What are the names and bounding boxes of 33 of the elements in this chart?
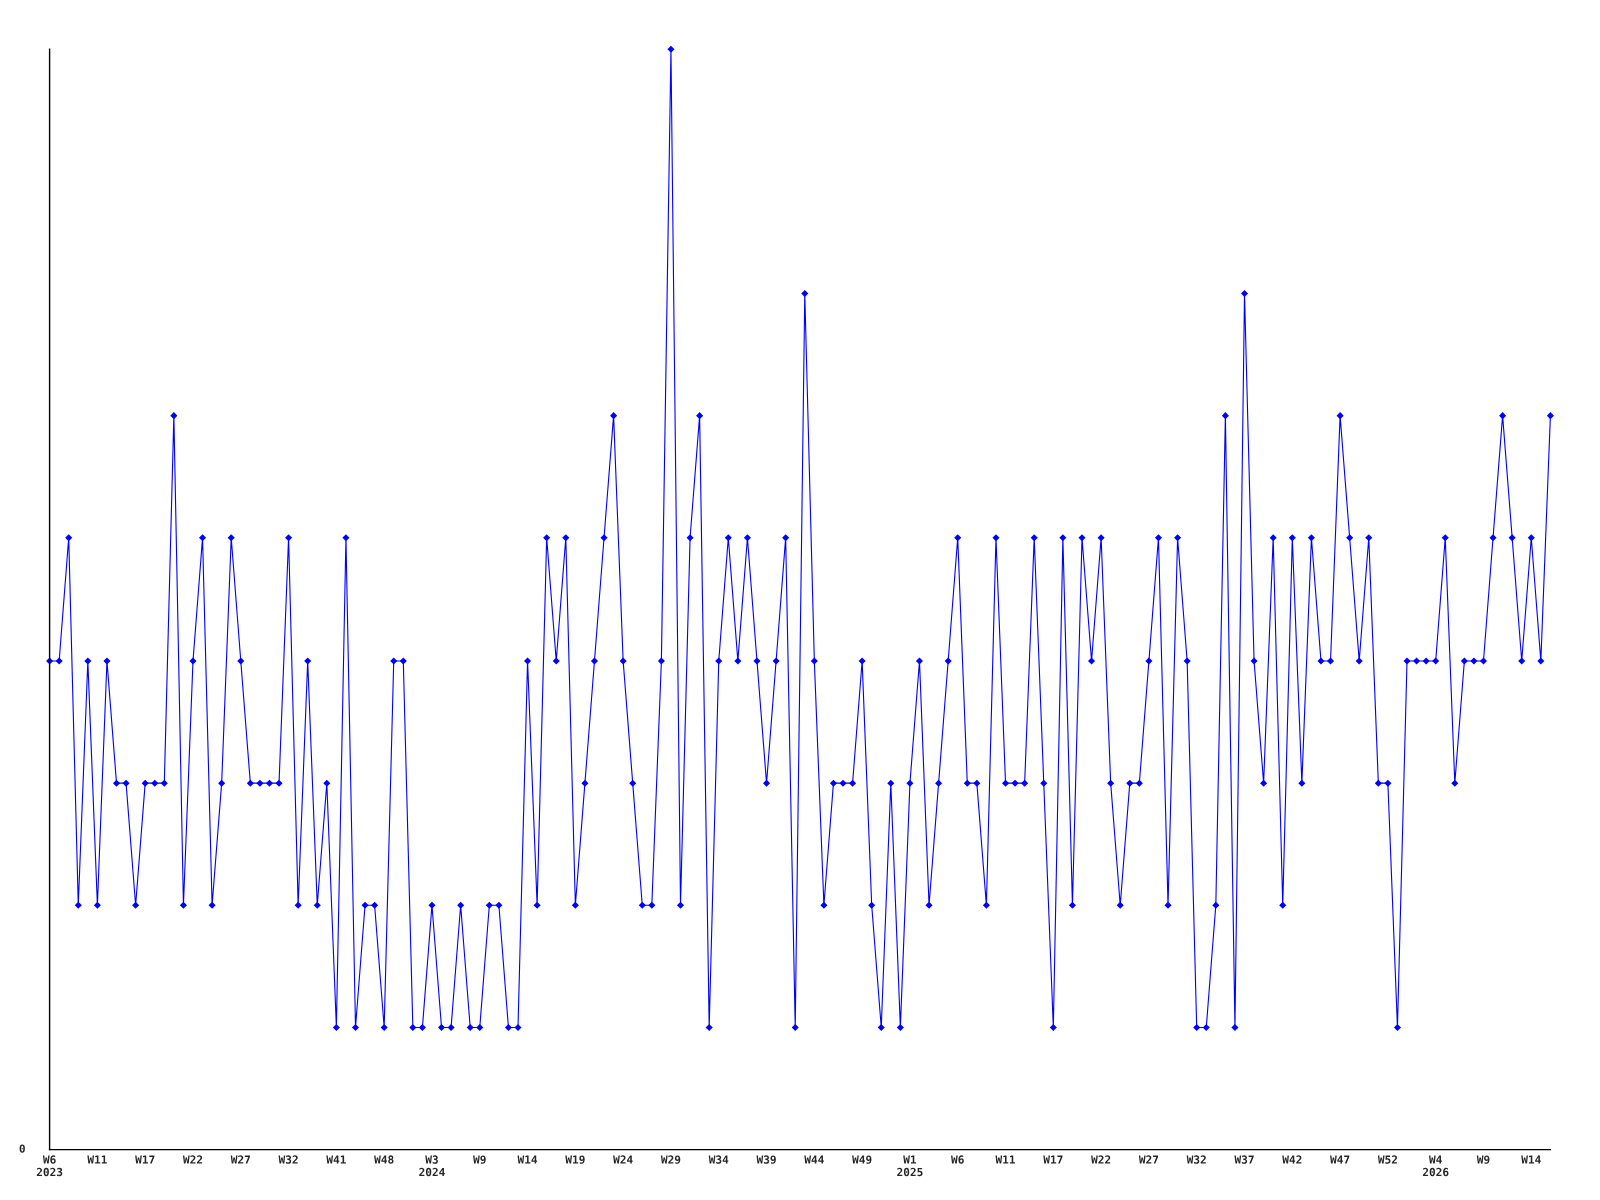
x-tick-label: W1 2025 [897, 1155, 923, 1177]
x-tick-label: W22 [1091, 1155, 1111, 1164]
x-tick-label: W49 [852, 1155, 872, 1164]
x-tick-label: W39 [756, 1155, 776, 1164]
x-tick-label: W4 2026 [1422, 1155, 1449, 1177]
x-tick-label: W6 [951, 1155, 964, 1164]
x-tick-label: W41 [326, 1155, 346, 1164]
x-tick-label: W32 [278, 1155, 298, 1164]
x-tick-label: W42 [1282, 1155, 1302, 1164]
x-tick-label: W22 [182, 1155, 203, 1164]
x-tick-label: W9 [1476, 1155, 1490, 1164]
x-tick-label: W17 [1043, 1155, 1063, 1164]
x-tick-label: W14 [517, 1155, 538, 1164]
x-tick-label: W34 [708, 1155, 729, 1164]
x-tick-label: W6 2023 [36, 1155, 63, 1177]
x-tick-label: W19 [565, 1155, 585, 1164]
x-tick-label: W37 [1234, 1155, 1254, 1164]
x-tick-label: W29 [660, 1155, 681, 1164]
x-tick-label: W44 [804, 1155, 824, 1164]
x-tick-label: W27 [230, 1155, 250, 1164]
x-tick-label: W9 [473, 1155, 486, 1164]
x-tick-label: W3 2024 [419, 1155, 445, 1177]
x-tick-label: W27 [1138, 1155, 1159, 1164]
x-tick-label: W14 [1521, 1155, 1541, 1164]
x-tick-label: W24 [613, 1155, 633, 1164]
x-tick-label: W47 [1330, 1155, 1350, 1164]
x-tick-label: W17 [135, 1155, 155, 1164]
x-tick-label: W11 [995, 1155, 1016, 1164]
x-tick-label: W52 [1377, 1155, 1398, 1164]
x-tick-label: W11 [87, 1155, 107, 1164]
x-tick-label: W48 [374, 1155, 394, 1164]
text: 0 [19, 1144, 25, 1153]
x-tick-label: W32 [1186, 1155, 1206, 1164]
